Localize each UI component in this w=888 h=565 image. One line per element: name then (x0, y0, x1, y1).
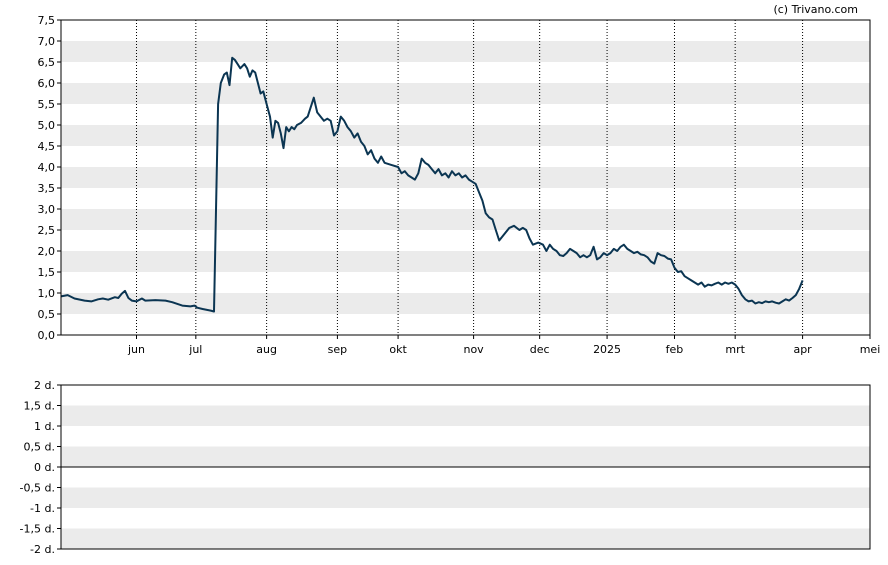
sub-chart-frame (60, 384, 871, 550)
main-chart-frame (60, 19, 871, 336)
grid-band (61, 125, 870, 146)
y-tick-label: 2,0 (38, 245, 56, 258)
y-tick-label: 6,5 (38, 56, 56, 69)
x-tick-label: 2025 (593, 343, 621, 356)
grid-band (61, 41, 870, 62)
y-tick-label: 1,5 d. (24, 400, 55, 413)
y-tick-label: 5,5 (38, 98, 56, 111)
y-tick-label: -0,5 d. (20, 482, 55, 495)
credit-text: (c) Trivano.com (773, 3, 858, 16)
y-tick-label: 2,5 (38, 224, 56, 237)
x-tick-label: mrt (725, 343, 745, 356)
price-line (60, 56, 804, 313)
grid-band (61, 251, 870, 272)
y-tick-label: 1,5 (38, 266, 56, 279)
sub-chart-bands (61, 405, 870, 549)
y-tick-label: 3,5 (38, 182, 56, 195)
main-chart-x-axis: jun jul aug sep okt nov dec 2025 feb mrt apr mei (127, 335, 880, 356)
grid-band (61, 405, 870, 426)
y-tick-label: 7,0 (38, 35, 56, 48)
grid-band (61, 446, 870, 467)
x-tick-label: aug (256, 343, 277, 356)
grid-band (61, 209, 870, 230)
grid-band (61, 167, 870, 188)
main-chart-bands (61, 41, 870, 314)
x-tick-label: feb (666, 343, 684, 356)
y-tick-label: 5,0 (38, 119, 56, 132)
grid-band (61, 487, 870, 508)
x-tick-label: apr (793, 343, 812, 356)
y-tick-label: 4,0 (38, 161, 56, 174)
x-tick-label: dec (530, 343, 550, 356)
grid-band (61, 528, 870, 549)
y-tick-label: -1 d. (30, 502, 55, 515)
x-tick-label: mei (860, 343, 881, 356)
y-tick-label: 0 d. (34, 461, 55, 474)
x-tick-label: okt (389, 343, 407, 356)
grid-band (61, 83, 870, 104)
y-tick-label: 1 d. (34, 420, 55, 433)
x-tick-label: jul (188, 343, 202, 356)
y-tick-label: 0,5 (38, 308, 56, 321)
main-chart-y-axis: 0,0 0,5 1,0 1,5 2,0 2,5 3,0 3,5 4,0 4,5 5,0 5,5 6,0 6… (38, 14, 61, 342)
grid-band (61, 293, 870, 314)
y-tick-label: 7,5 (38, 14, 56, 27)
y-tick-label: 4,5 (38, 140, 56, 153)
sub-chart-y-axis: 2 d. 1,5 d. 1 d. 0,5 d. 0 d. -0,5 d. -1 d. -1,5… (20, 379, 61, 556)
y-tick-label: 0,0 (38, 329, 56, 342)
x-tick-label: sep (328, 343, 347, 356)
y-tick-label: -2 d. (30, 543, 55, 556)
y-tick-label: 1,0 (38, 287, 56, 300)
y-tick-label: 2 d. (34, 379, 55, 392)
y-tick-label: 3,0 (38, 203, 56, 216)
x-tick-label: jun (127, 343, 145, 356)
x-tick-label: nov (463, 343, 484, 356)
y-tick-label: 6,0 (38, 77, 56, 90)
y-tick-label: -1,5 d. (20, 523, 55, 536)
y-tick-label: 0,5 d. (24, 441, 55, 454)
